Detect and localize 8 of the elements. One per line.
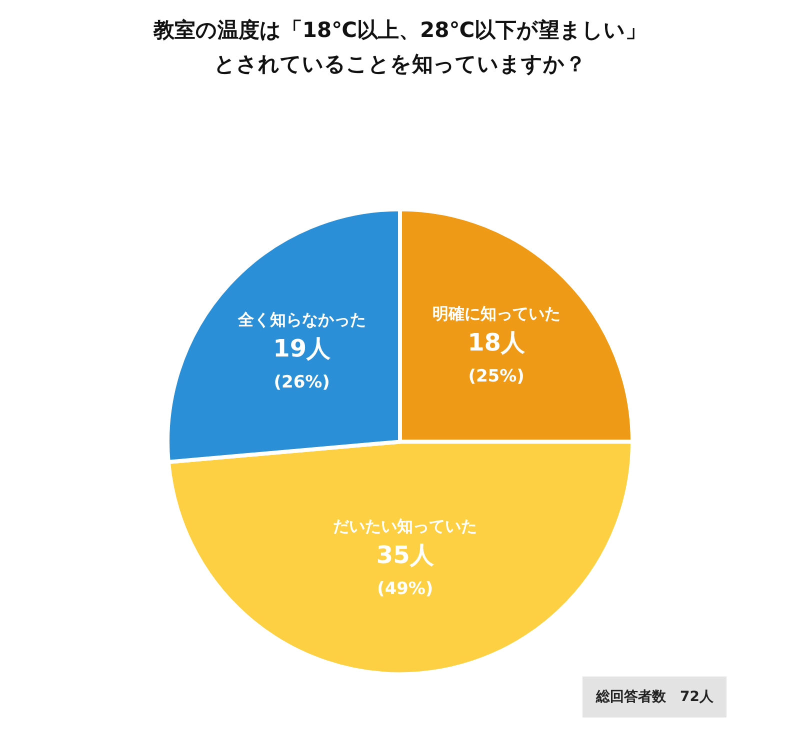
data-label: 18人 (25%) xyxy=(468,328,526,387)
slice-label: 明確に知っていた xyxy=(432,304,560,324)
text: 総回答者数 72人 xyxy=(595,689,714,705)
data-label: 35人 (49%) xyxy=(376,540,435,600)
chart-title: 教室の温度は「18℃以上、28℃以下が望ましい」とされていることを知っていますか？ xyxy=(152,17,648,78)
slice-label: 全く知らなかった xyxy=(236,310,366,330)
data-label: 19人 (26%) xyxy=(273,334,332,392)
slice-label: だいたい知っていた xyxy=(333,516,478,536)
